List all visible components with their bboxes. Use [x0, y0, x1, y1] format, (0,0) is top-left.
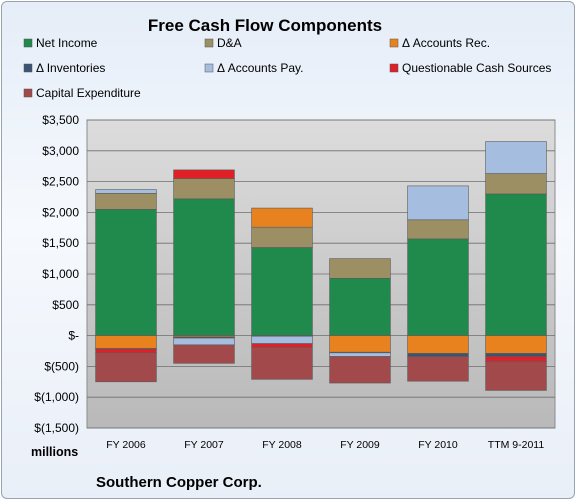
bar-questionable-cash-sources-fy-2008 [251, 343, 313, 348]
chart-title: Free Cash Flow Components [148, 16, 382, 35]
y-tick-label: $(1,000) [34, 390, 79, 404]
y-tick-label: $500 [52, 298, 79, 312]
bar-questionable-cash-sources-fy-2006 [95, 348, 157, 354]
bar-capital-expenditure-fy-2009 [329, 356, 391, 384]
bar-accounts-pay-fy-2009 [329, 352, 391, 357]
bar-capital-expenditure-fy-2007 [173, 344, 235, 364]
bar-net-income-fy-2007 [173, 198, 235, 336]
company-name: Southern Copper Corp. [96, 474, 262, 491]
x-axis: FY 2006 FY 2007 FY 2008 FY 2009 FY 2010 TTM 9… [106, 439, 544, 451]
x-tick-label: FY 2009 [340, 439, 380, 451]
y-tick-label: $- [68, 329, 79, 343]
bar-accounts-pay-fy-2008 [251, 335, 313, 344]
legend-label-capital-expenditure: Capital Expenditure [36, 86, 141, 100]
bar-inventories-fy-2010 [407, 353, 469, 357]
bar-capital-expenditure-fy-2010 [407, 356, 469, 382]
bar-accounts-rec-ttm-9-2011 [485, 335, 547, 354]
y-tick-label: $3,000 [42, 144, 79, 158]
y-tick-label: $1,000 [42, 267, 79, 281]
legend-swatch-capital-expenditure [23, 88, 33, 98]
x-tick-label: TTM 9-2011 [488, 439, 545, 451]
x-tick-label: FY 2010 [418, 439, 458, 451]
gridlines [87, 119, 555, 429]
x-tick-label: FY 2008 [262, 439, 302, 451]
bar-capital-expenditure-ttm-9-2011 [485, 361, 547, 391]
bar-inventories-ttm-9-2011 [485, 353, 547, 357]
units-label: millions [31, 445, 78, 459]
bar-net-income-ttm-9-2011 [485, 193, 547, 336]
bar-accounts-rec-fy-2008 [251, 207, 313, 228]
legend-swatch-d-a [204, 38, 214, 48]
bar-accounts-pay-ttm-9-2011 [485, 141, 547, 174]
y-axis: $3,500 $3,000 $2,500 $2,000 $1,500 $1,000 $500… [34, 113, 79, 435]
bar-net-income-fy-2006 [95, 209, 157, 336]
x-tick-label: FY 2006 [106, 439, 146, 451]
bar-d-a-fy-2006 [95, 193, 157, 210]
legend-label-inventories: Δ Inventories [36, 61, 105, 75]
bar-accounts-rec-fy-2010 [407, 335, 469, 354]
bars [95, 141, 547, 391]
bar-d-a-ttm-9-2011 [485, 173, 547, 195]
legend-label-d-a: D&A [217, 36, 242, 50]
y-tick-label: $2,500 [42, 175, 79, 189]
y-tick-label: $2,000 [42, 205, 79, 219]
legend-label-accounts-pay: Δ Accounts Pay. [217, 61, 304, 75]
legend-label-net-income: Net Income [36, 36, 98, 50]
bar-capital-expenditure-fy-2008 [251, 347, 313, 380]
bar-accounts-pay-fy-2006 [95, 189, 157, 194]
legend-swatch-questionable-cash-sources [389, 63, 399, 73]
legend-label-questionable-cash-sources: Questionable Cash Sources [402, 61, 551, 75]
y-tick-label: $3,500 [42, 113, 79, 127]
legend-swatch-inventories [23, 63, 33, 73]
bar-d-a-fy-2009 [329, 258, 391, 279]
y-tick-label: $1,500 [42, 236, 79, 250]
y-tick-label: $(500) [44, 359, 79, 373]
bar-accounts-pay-fy-2007 [173, 337, 235, 346]
bar-d-a-fy-2008 [251, 226, 313, 248]
legend: Net Income D&A Δ Accounts Rec. Δ Inventorie… [23, 36, 551, 100]
bar-net-income-fy-2008 [251, 247, 313, 336]
y-tick-label: $(1,500) [34, 421, 79, 435]
bar-net-income-fy-2009 [329, 278, 391, 336]
bar-d-a-fy-2010 [407, 219, 469, 240]
legend-swatch-accounts-rec [389, 38, 399, 48]
bar-accounts-rec-fy-2009 [329, 335, 391, 353]
bar-questionable-cash-sources-fy-2007 [173, 169, 235, 179]
bar-capital-expenditure-fy-2006 [95, 352, 157, 383]
bar-accounts-rec-fy-2006 [95, 335, 157, 349]
bar-d-a-fy-2007 [173, 178, 235, 200]
bar-questionable-cash-sources-ttm-9-2011 [485, 356, 547, 362]
bar-accounts-pay-fy-2010 [407, 185, 469, 221]
bar-net-income-fy-2010 [407, 238, 469, 336]
legend-swatch-accounts-pay [204, 63, 214, 73]
legend-label-accounts-rec: Δ Accounts Rec. [402, 36, 490, 50]
x-tick-label: FY 2007 [184, 439, 224, 451]
legend-swatch-net-income [23, 38, 33, 48]
